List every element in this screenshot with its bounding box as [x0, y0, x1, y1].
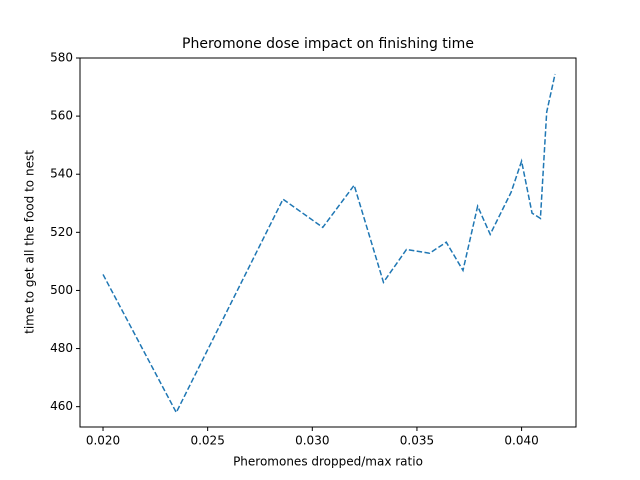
x-tick-label: 0.020 [86, 434, 120, 448]
x-tick-label: 0.035 [400, 434, 434, 448]
y-tick-label: 500 [50, 283, 73, 297]
y-tick-label: 460 [50, 399, 73, 413]
y-tick-label: 540 [50, 167, 73, 181]
plot-frame [79, 57, 577, 428]
x-axis-label: Pheromones dropped/max ratio [233, 455, 423, 469]
y-tick-label: 580 [50, 51, 73, 65]
y-axis-label: time to get all the food to nest [23, 150, 37, 334]
data-line [102, 73, 556, 415]
x-tick-label: 0.030 [295, 434, 329, 448]
x-tick-label: 0.040 [504, 434, 538, 448]
x-tick-label: 0.025 [190, 434, 224, 448]
y-tick-label: 480 [50, 341, 73, 355]
y-tick-label: 520 [50, 225, 73, 239]
chart-title: Pheromone dose impact on finishing time [182, 36, 474, 52]
y-tick-label: 560 [50, 109, 73, 123]
